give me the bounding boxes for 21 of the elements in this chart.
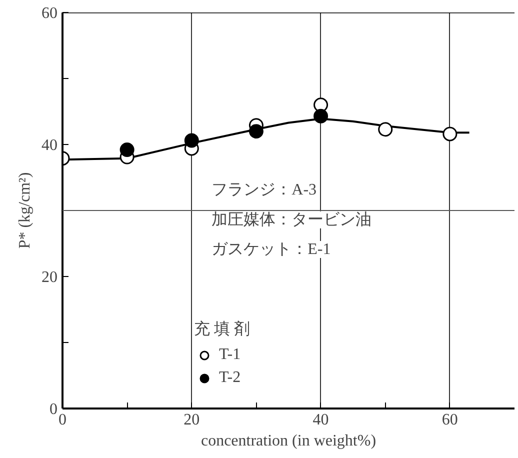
y-axis-title: P* (kg/cm²) (16, 172, 34, 249)
x-tick-label: 20 (184, 412, 200, 428)
x-axis-title: concentration (in weight%) (200, 432, 376, 450)
y-tick-label: 40 (42, 137, 58, 154)
point (248, 124, 264, 139)
point (120, 142, 134, 158)
y-tick-label: 0 (50, 401, 58, 418)
annotation: 加圧媒体：タービン油 (212, 210, 372, 228)
point (378, 122, 393, 137)
y-tick-label: 20 (42, 269, 58, 286)
point (442, 126, 458, 142)
x-tick-label: 60 (442, 412, 458, 428)
x-tick-label: 40 (312, 412, 329, 428)
point (184, 133, 199, 148)
point (314, 108, 328, 124)
legend-label: T-2 (219, 369, 241, 387)
y-tick-label: 60 (42, 5, 58, 22)
annotation: フランジ：A-3 (212, 182, 317, 199)
annotation: ガスケット：E-1 (212, 241, 331, 258)
legend-title: 充 填 剤 (194, 320, 250, 340)
legend-label: T-1 (219, 346, 241, 364)
